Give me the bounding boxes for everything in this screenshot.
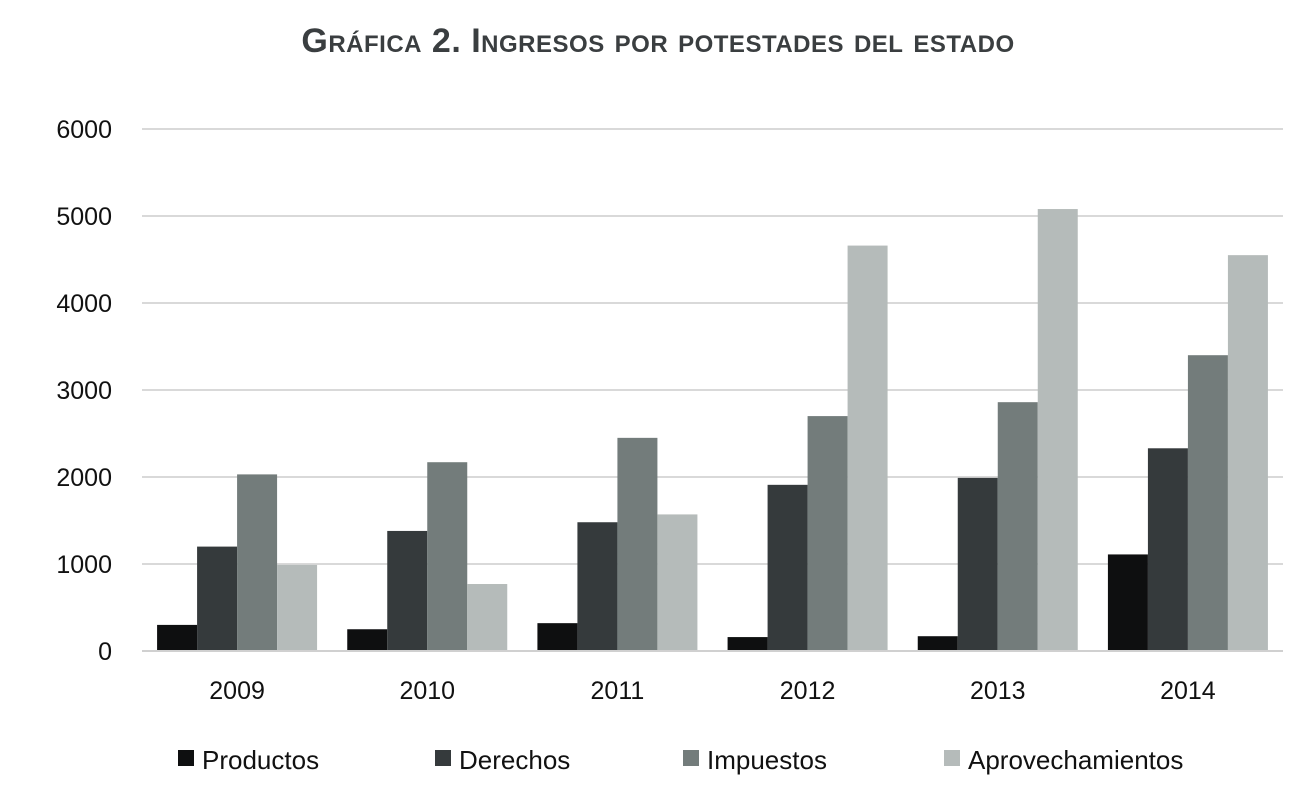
legend-label-productos: Productos — [202, 745, 319, 775]
bar-aprovechamientos-2011 — [657, 514, 698, 651]
bar-aprovechamientos-2013 — [1037, 209, 1078, 652]
legend-label-aprovechamientos: Aprovechamientos — [968, 745, 1183, 775]
x-tick-label-2012: 2012 — [780, 677, 836, 705]
bar-impuestos-2010 — [427, 462, 468, 651]
bar-productos-2009 — [157, 624, 198, 651]
x-tick-label-2009: 2009 — [209, 677, 265, 705]
chart-title: Gráfica 2. Ingresos por potestades del e… — [301, 22, 1015, 60]
bar-derechos-2013 — [957, 477, 998, 651]
bar-derechos-2012 — [767, 484, 808, 651]
bar-aprovechamientos-2009 — [277, 564, 318, 651]
x-tick-label-2013: 2013 — [970, 677, 1026, 705]
bar-impuestos-2014 — [1187, 355, 1228, 651]
bar-derechos-2009 — [197, 546, 238, 651]
legend-swatch-derechos — [435, 750, 451, 766]
x-tick-label-2014: 2014 — [1160, 677, 1216, 705]
legend-swatch-productos — [178, 750, 194, 766]
y-tick-label-3000: 3000 — [56, 377, 112, 405]
y-tick-label-4000: 4000 — [56, 290, 112, 318]
bar-impuestos-2013 — [997, 402, 1038, 651]
bar-derechos-2011 — [577, 522, 618, 651]
bar-productos-2010 — [347, 629, 388, 651]
bar-productos-2013 — [917, 636, 958, 651]
bar-aprovechamientos-2010 — [467, 584, 508, 651]
legend-label-impuestos: Impuestos — [707, 745, 827, 775]
bar-aprovechamientos-2012 — [847, 245, 888, 651]
legend-label-derechos: Derechos — [459, 745, 570, 775]
y-axis-tick-labels: 0 1000 2000 3000 4000 5000 6000 — [56, 116, 112, 666]
gridlines — [142, 128, 1283, 565]
bar-impuestos-2009 — [237, 474, 278, 651]
y-tick-label-6000: 6000 — [56, 116, 112, 144]
bar-derechos-2014 — [1147, 448, 1188, 651]
x-tick-label-2010: 2010 — [399, 677, 455, 705]
legend: Productos Derechos Impuestos Aprovechamient… — [178, 745, 1183, 775]
bar-productos-2014 — [1107, 554, 1148, 651]
legend-swatch-impuestos — [683, 750, 699, 766]
bar-productos-2012 — [727, 637, 768, 651]
bar-impuestos-2012 — [807, 416, 848, 651]
bar-productos-2011 — [537, 623, 578, 651]
y-tick-label-0: 0 — [98, 638, 112, 666]
x-tick-label-2011: 2011 — [591, 677, 645, 705]
y-tick-label-5000: 5000 — [56, 203, 112, 231]
x-axis-tick-labels: 2009 2010 2011 2012 2013 2014 — [209, 677, 1216, 705]
legend-swatch-aprovechamientos — [944, 750, 960, 766]
y-tick-label-2000: 2000 — [56, 464, 112, 492]
bar-derechos-2010 — [387, 530, 428, 651]
bar-aprovechamientos-2014 — [1227, 255, 1268, 651]
y-tick-label-1000: 1000 — [56, 551, 112, 579]
bars — [157, 209, 1268, 652]
bar-impuestos-2011 — [617, 437, 658, 651]
